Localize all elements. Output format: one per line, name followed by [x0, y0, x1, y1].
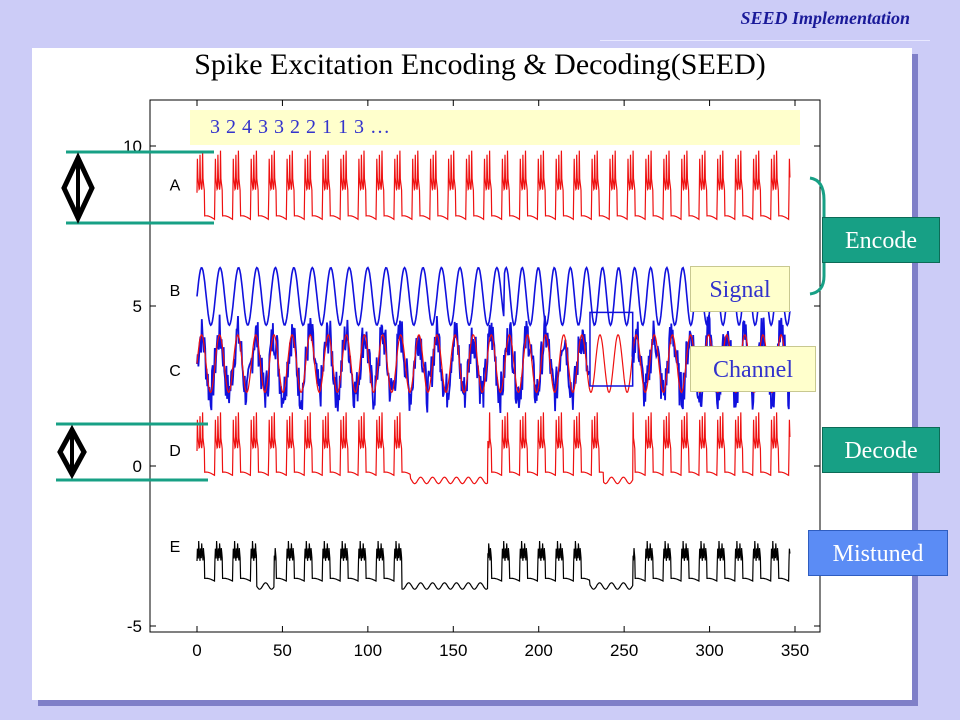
- x-tick-label: 150: [439, 641, 467, 660]
- x-axis-ticks: 0 50 100 150 200 250 300 350: [192, 100, 809, 660]
- y-tick-label: 5: [133, 297, 142, 316]
- trace-labels: A B C D E: [169, 177, 181, 556]
- trace-d: [196, 412, 791, 485]
- x-tick-label: 200: [525, 641, 553, 660]
- traces: [196, 150, 791, 590]
- overlays: [56, 150, 833, 482]
- mistuned-tag: Mistuned: [808, 530, 948, 576]
- signal-tag: Signal: [690, 266, 790, 312]
- decode-tag: Decode: [822, 427, 940, 473]
- trace-label-c: C: [169, 363, 181, 380]
- x-tick-label: 50: [273, 641, 292, 660]
- trace-b: [196, 265, 791, 327]
- trace-label-e: E: [170, 539, 181, 556]
- trace-c-signal: [196, 333, 791, 394]
- trace-label-d: D: [169, 443, 181, 460]
- header-title: SEED Implementation: [740, 8, 910, 28]
- trace-a: [196, 150, 791, 221]
- x-tick-label: 250: [610, 641, 638, 660]
- x-tick-label: 0: [192, 641, 201, 660]
- trace-c-highlight-box: [589, 311, 634, 387]
- x-tick-label: 100: [354, 641, 382, 660]
- y-tick-label: 0: [133, 457, 142, 476]
- slide-title: Spike Excitation Encoding & Decoding(SEE…: [194, 48, 766, 81]
- trace-label-a: A: [170, 177, 181, 194]
- trace-label-b: B: [170, 283, 181, 300]
- sequence-text-overlay: 3 2 4 3 3 2 2 1 1 3 …: [210, 116, 391, 138]
- sequence-bar-overlay: 3 2 4 3 3 2 2 1 1 3 …: [190, 110, 800, 145]
- x-tick-label: 350: [781, 641, 809, 660]
- header-rule: [600, 40, 930, 41]
- channel-tag: Channel: [690, 346, 816, 392]
- x-tick-label: 300: [695, 641, 723, 660]
- trace-e: [196, 540, 791, 590]
- encode-tag: Encode: [822, 217, 940, 263]
- y-tick-label: -5: [127, 617, 142, 636]
